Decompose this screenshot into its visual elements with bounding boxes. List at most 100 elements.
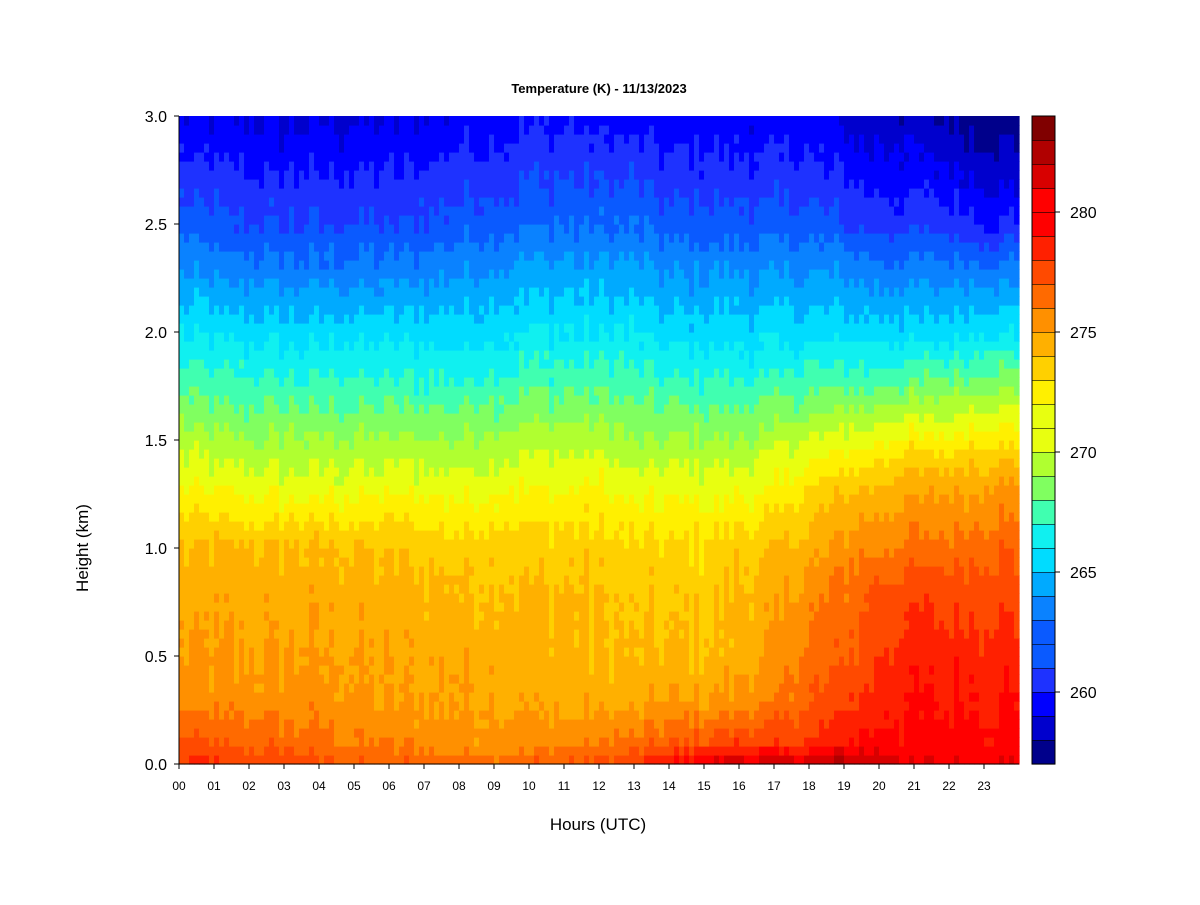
heatmap-cell [234, 602, 240, 612]
heatmap-cell [479, 692, 485, 702]
heatmap-cell [209, 341, 215, 351]
heatmap-cell [304, 584, 310, 594]
heatmap-cell [184, 719, 190, 729]
heatmap-cell [489, 413, 495, 423]
heatmap-cell [284, 746, 290, 756]
heatmap-cell [504, 395, 510, 405]
heatmap-cell [389, 179, 395, 189]
heatmap-cell [314, 359, 320, 369]
heatmap-cell [314, 206, 320, 216]
heatmap-cell [419, 233, 425, 243]
heatmap-cell [379, 512, 385, 522]
heatmap-cell [289, 404, 295, 414]
heatmap-cell [244, 125, 250, 135]
heatmap-cell [469, 737, 475, 747]
heatmap-cell [234, 206, 240, 216]
heatmap-cell [209, 719, 215, 729]
heatmap-cell [374, 728, 380, 738]
heatmap-cell [404, 188, 410, 198]
heatmap-cell [399, 341, 405, 351]
heatmap-cell [424, 485, 430, 495]
heatmap-cell [484, 260, 490, 270]
heatmap-cell [179, 629, 185, 639]
heatmap-cell [234, 179, 240, 189]
heatmap-cell [439, 242, 445, 252]
heatmap-cell [469, 503, 475, 513]
heatmap-cell [464, 719, 470, 729]
heatmap-cell [424, 458, 430, 468]
heatmap-cell [504, 467, 510, 477]
heatmap-cell [179, 755, 185, 765]
heatmap-cell [389, 692, 395, 702]
heatmap-cell [334, 656, 340, 666]
heatmap-cell [214, 350, 220, 360]
heatmap-cell [489, 593, 495, 603]
heatmap-cell [279, 206, 285, 216]
heatmap-cell [204, 269, 210, 279]
heatmap-cell [514, 422, 520, 432]
heatmap-cell [479, 170, 485, 180]
heatmap-cell [384, 485, 390, 495]
heatmap-cell [279, 125, 285, 135]
heatmap-cell [339, 647, 345, 657]
heatmap-cell [334, 179, 340, 189]
heatmap-cell [289, 224, 295, 234]
heatmap-cell [194, 431, 200, 441]
heatmap-cell [419, 647, 425, 657]
heatmap-cell [214, 494, 220, 504]
heatmap-cell [504, 530, 510, 540]
heatmap-cell [519, 260, 525, 270]
heatmap-cell [399, 188, 405, 198]
heatmap-cell [359, 467, 365, 477]
heatmap-cell [259, 161, 265, 171]
heatmap-cell [439, 638, 445, 648]
heatmap-cell [514, 449, 520, 459]
heatmap-cell [264, 557, 270, 567]
heatmap-cell [304, 593, 310, 603]
heatmap-cell [314, 611, 320, 621]
heatmap-cell [389, 566, 395, 576]
heatmap-cell [354, 305, 360, 315]
heatmap-cell [264, 116, 270, 126]
heatmap-cell [289, 719, 295, 729]
heatmap-cell [304, 458, 310, 468]
heatmap-cell [449, 350, 455, 360]
heatmap-cell [369, 341, 375, 351]
heatmap-cell [294, 674, 300, 684]
heatmap-cell [199, 350, 205, 360]
heatmap-cell [369, 296, 375, 306]
heatmap-cell [524, 746, 530, 756]
heatmap-cell [414, 476, 420, 486]
heatmap-cell [299, 737, 305, 747]
heatmap-cell [469, 242, 475, 252]
heatmap-cell [354, 701, 360, 711]
heatmap-cell [184, 530, 190, 540]
heatmap-cell [184, 674, 190, 684]
heatmap-cell [514, 296, 520, 306]
heatmap-cell [309, 260, 315, 270]
heatmap-cell [189, 188, 195, 198]
heatmap-cell [184, 287, 190, 297]
heatmap-cell [189, 593, 195, 603]
heatmap-cell [494, 467, 500, 477]
heatmap-cell [189, 350, 195, 360]
heatmap-cell [274, 710, 280, 720]
heatmap-cell [219, 125, 225, 135]
heatmap-cell [304, 305, 310, 315]
heatmap-cell [329, 665, 335, 675]
heatmap-cell [504, 512, 510, 522]
heatmap-cell [179, 179, 185, 189]
heatmap-cell [284, 377, 290, 387]
heatmap-cell [499, 521, 505, 531]
heatmap-cell [499, 395, 505, 405]
heatmap-cell [304, 188, 310, 198]
heatmap-cell [494, 440, 500, 450]
heatmap-cell [249, 575, 255, 585]
heatmap-cell [179, 431, 185, 441]
heatmap-cell [209, 737, 215, 747]
heatmap-cell [294, 287, 300, 297]
heatmap-cell [519, 188, 525, 198]
heatmap-cell [384, 710, 390, 720]
heatmap-cell [439, 476, 445, 486]
heatmap-cell [294, 485, 300, 495]
